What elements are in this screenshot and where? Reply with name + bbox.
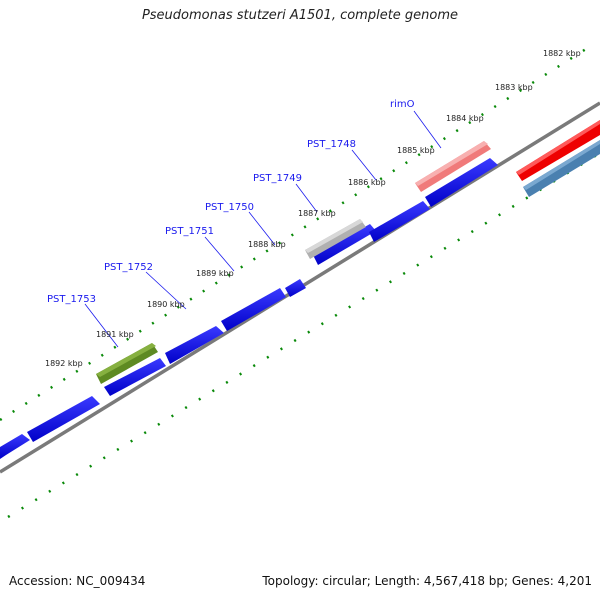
cds-gene[interactable] [313, 224, 376, 265]
gene-label-pst-1750[interactable]: PST_1750 [205, 202, 254, 213]
rimo-gene[interactable] [415, 141, 491, 192]
gene-label-rimo[interactable]: rimO [390, 99, 415, 110]
accession-text: Accession: NC_009434 [9, 574, 146, 588]
cds-gene[interactable] [165, 326, 224, 364]
cds-gene[interactable] [369, 201, 430, 242]
gene-label-pst-1751[interactable]: PST_1751 [165, 226, 214, 237]
gene-label-pst-1749[interactable]: PST_1749 [253, 173, 302, 184]
cds-gene[interactable] [0, 434, 30, 459]
kbp-label: 1885 kbp [397, 146, 435, 155]
kbp-label: 1888 kbp [248, 240, 286, 249]
cds-gene[interactable] [27, 396, 100, 442]
kbp-label: 1882 kbp [543, 49, 581, 58]
rimo-gene-highlight [415, 141, 488, 186]
kbp-label: 1887 kbp [298, 209, 336, 218]
pst-1749-gene-highlight [305, 219, 363, 253]
cds-gene[interactable] [285, 279, 306, 297]
gene-label-pst-1753[interactable]: PST_1753 [47, 294, 96, 305]
kbp-labels: 1882 kbp 1883 kbp 1884 kbp 1885 kbp 1886… [45, 49, 581, 368]
kbp-label: 1889 kbp [196, 269, 234, 278]
kbp-label: 1892 kbp [45, 359, 83, 368]
kbp-label: 1891 kbp [96, 330, 134, 339]
label-leaders [84, 110, 442, 348]
cds-gene[interactable] [221, 288, 286, 331]
genome-summary: Topology: circular; Length: 4,567,418 bp… [262, 574, 592, 588]
steel-gene-highlight [523, 140, 600, 190]
kbp-label: 1884 kbp [446, 114, 484, 123]
gene-labels: rimO PST_1748 PST_1749 PST_1750 PST_1751… [47, 99, 415, 305]
map-title: Pseudomonas stutzeri A1501, complete gen… [141, 8, 459, 23]
cds-row [0, 158, 498, 459]
gene-label-pst-1752[interactable]: PST_1752 [104, 262, 153, 273]
outer-tick-ring [0, 47, 587, 422]
red-gene-highlight [516, 120, 600, 175]
gene-label-pst-1748[interactable]: PST_1748 [307, 139, 356, 150]
cds-gene[interactable] [104, 358, 166, 396]
kbp-label: 1890 kbp [147, 300, 185, 309]
cds-gene[interactable] [425, 158, 498, 207]
kbp-label: 1883 kbp [495, 83, 533, 92]
pst-1753-gene-highlight [96, 343, 156, 377]
kbp-label: 1886 kbp [348, 178, 386, 187]
pst-1749-gene[interactable] [305, 219, 366, 259]
